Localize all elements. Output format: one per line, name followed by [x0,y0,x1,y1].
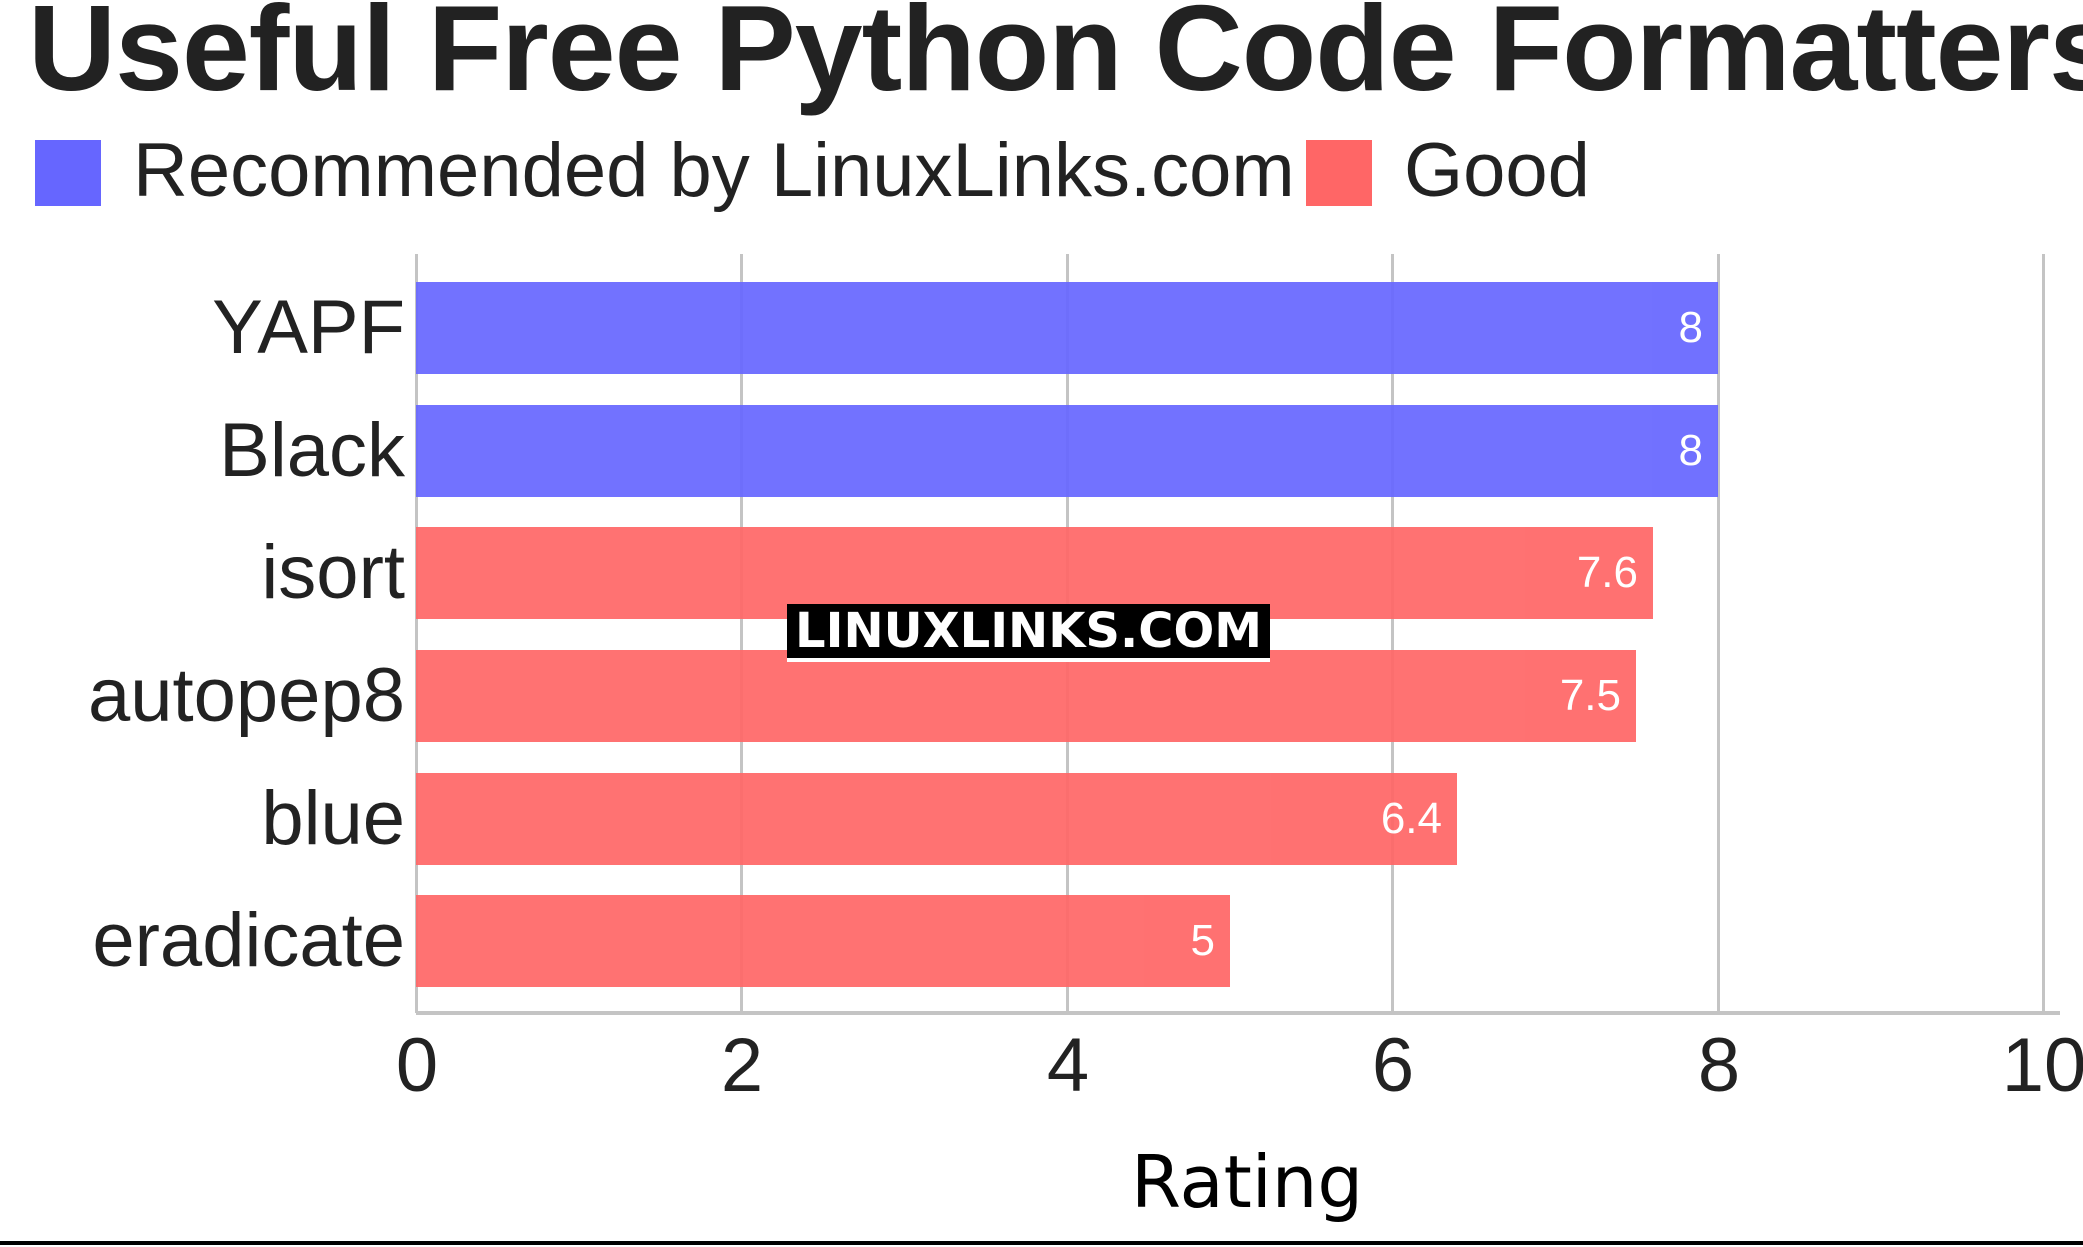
plot-area: 8 8 7.6 7.5 6.4 5 [415,254,2045,1013]
legend-item-recommended: Recommended by LinuxLinks.com [35,128,1295,213]
category-label-black: Black [219,408,405,493]
legend-swatch-good [1306,140,1372,206]
bar-value: 7.6 [1576,548,1638,597]
bar-value: 5 [1190,916,1215,965]
bar-black: 8 [416,405,1718,497]
chart-title: Useful Free Python Code Formatters [28,0,2083,116]
category-label-autopep8: autopep8 [88,653,405,738]
x-axis-line [416,1011,2060,1015]
bar-isort: 7.6 [416,527,1653,619]
bar-value: 8 [1678,426,1703,475]
bar-value: 7.5 [1559,671,1621,720]
x-tick-4: 4 [1046,1023,1090,1108]
legend-label-good: Good [1404,128,1590,213]
bar-yapf: 8 [416,282,1718,374]
category-label-isort: isort [261,530,405,615]
gridline-10 [2042,254,2045,1013]
watermark-logo: LINUXLINKS.COM [787,604,1271,662]
category-label-blue: blue [261,776,405,861]
x-tick-2: 2 [720,1023,764,1108]
legend-swatch-recommended [35,140,101,206]
gridline-8 [1717,254,1720,1013]
gridline-0 [415,254,418,1013]
bottom-divider [0,1241,2083,1245]
legend-label-recommended: Recommended by LinuxLinks.com [133,128,1295,213]
bar-value: 6.4 [1380,794,1442,843]
gridline-2 [740,254,743,1013]
x-tick-6: 6 [1371,1023,1415,1108]
x-tick-8: 8 [1697,1023,1741,1108]
x-tick-0: 0 [395,1023,439,1108]
x-tick-10: 10 [2001,1023,2083,1108]
x-axis-title: Rating [1131,1140,1364,1224]
bar-blue: 6.4 [416,773,1457,865]
category-label-eradicate: eradicate [92,898,405,983]
legend-item-good: Good [1306,128,1590,213]
bar-eradicate: 5 [416,895,1230,987]
bar-autopep8: 7.5 [416,650,1636,742]
bar-value: 8 [1678,303,1703,352]
gridline-6 [1391,254,1394,1013]
category-label-yapf: YAPF [212,285,405,370]
